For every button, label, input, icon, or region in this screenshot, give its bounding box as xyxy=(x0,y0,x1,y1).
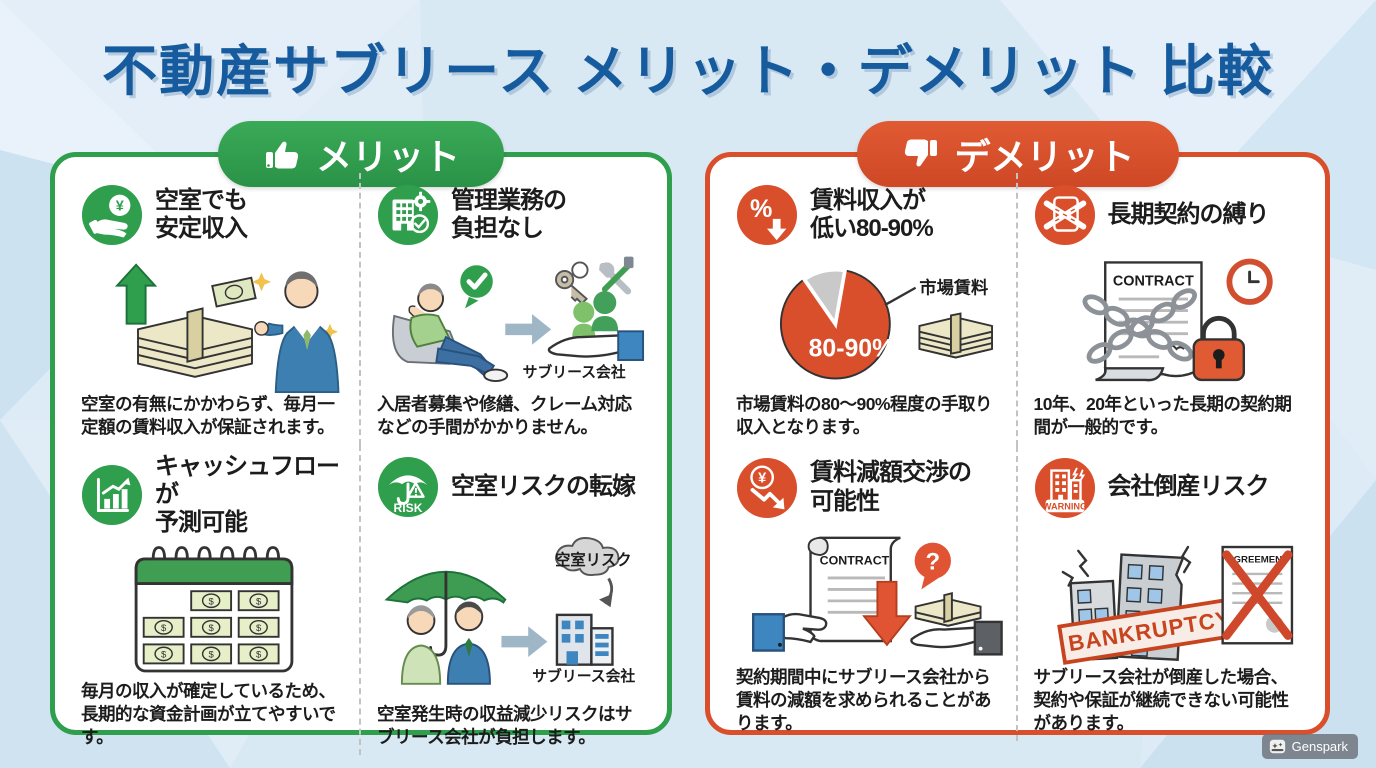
bankruptcy-illustration: BANKRUPTCY AGREEMENT xyxy=(1034,522,1304,666)
section-caption: 空室の有無にかかわらず、毎月一定額の賃料収入が保証されます。 xyxy=(81,393,335,437)
section-caption: 入居者募集や修繕、クレーム対応などの手間がかかりません。 xyxy=(377,393,632,437)
svg-text:$: $ xyxy=(256,649,262,660)
merit-panel: メリット ¥ 空室でも 安定収入 xyxy=(50,121,672,756)
section-heading: 空室リスクの転嫁 xyxy=(451,472,636,500)
section-heading: 管理業務の 負担なし xyxy=(451,186,567,242)
chained-document-illustration: CONTRACT xyxy=(1034,249,1304,393)
percent-down-icon: % xyxy=(736,184,798,246)
stable-income-illustration xyxy=(81,249,347,393)
pie-value-label: 80-90% xyxy=(809,336,895,363)
svg-text:¥: ¥ xyxy=(758,470,767,486)
market-rent-label: 市場賃料 xyxy=(919,277,988,297)
svg-text:$: $ xyxy=(209,596,215,607)
demerit-section-lower-rent: % 賃料収入が 低い80-90% 80-90% 市場賃料 xyxy=(720,173,1018,446)
contract-doc-label: CONTRACT xyxy=(1112,274,1193,290)
svg-text:%: % xyxy=(750,195,772,223)
question-bubble-label: ? xyxy=(926,548,941,575)
genspark-badge-label: Genspark xyxy=(1291,739,1348,754)
building-gear-check-icon xyxy=(377,184,439,246)
yen-decrease-icon: ¥ xyxy=(736,457,798,518)
thumbs-down-icon xyxy=(904,139,937,167)
demerit-badge-label: デメリット xyxy=(954,136,1135,177)
section-caption: サブリース会社が倒産した場合、契約や保証が継続できない可能性があります。 xyxy=(1033,666,1289,734)
sublease-company-label: サブリース会社 xyxy=(523,363,626,381)
agreement-doc-label: AGREEMENT xyxy=(1226,554,1288,565)
svg-text:$: $ xyxy=(161,623,167,634)
risk-transfer-illustration: 空室リスク サブリース会社 xyxy=(377,521,645,704)
sublease-company-label: サブリース会社 xyxy=(532,667,635,685)
merit-section-cashflow: キャッシュフローが 予測可能 $ $ $ $ $ xyxy=(65,444,361,756)
merit-badge-label: メリット xyxy=(315,136,461,177)
demerit-section-bankruptcy: WARNING 会社倒産リスク xyxy=(1018,446,1316,742)
section-caption: 空室発生時の収益減少リスクはサブリース会社が負担します。 xyxy=(377,704,633,748)
cashflow-calendar-illustration: $ $ $ $ $ $ $ $ xyxy=(81,538,347,681)
company-warning-icon: WARNING xyxy=(1034,457,1095,518)
merit-section-no-management: 管理業務の 負担なし xyxy=(361,173,657,445)
chained-contract-icon xyxy=(1034,184,1095,246)
merit-section-risk-transfer: RISK 空室リスクの転嫁 xyxy=(361,445,657,756)
svg-text:$: $ xyxy=(209,623,215,634)
genspark-logo-icon xyxy=(1269,739,1285,754)
svg-text:$: $ xyxy=(209,649,215,660)
demerit-section-rent-reduction: ¥ 賃料減額交渉の 可能性 CONTRACT xyxy=(720,445,1018,742)
svg-text:$: $ xyxy=(161,649,167,660)
demerit-panel: デメリット % 賃料収入が 低い80-90% 80-90% 市場賃料 xyxy=(705,121,1330,742)
genspark-badge[interactable]: Genspark xyxy=(1261,734,1358,759)
section-caption: 契約期間中にサブリース会社から賃料の減額を求められることがあります。 xyxy=(736,666,991,734)
svg-text:¥: ¥ xyxy=(116,199,125,215)
section-heading: 空室でも 安定収入 xyxy=(155,186,248,242)
demerit-badge: デメリット xyxy=(856,121,1179,187)
svg-text:$: $ xyxy=(256,596,262,607)
page-title: 不動産サブリース メリット・デメリット 比較 xyxy=(102,40,1274,102)
demerit-section-long-contract: 長期契約の縛り CONTRACT xyxy=(1018,173,1316,446)
umbrella-risk-icon: RISK xyxy=(377,456,439,517)
section-heading: 賃料減額交渉の 可能性 xyxy=(810,459,972,515)
growth-chart-icon xyxy=(81,465,143,526)
warning-icon-label: WARNING xyxy=(1042,501,1086,511)
section-caption: 毎月の収入が確定しているため、長期的な資金計画が立てやすいです。 xyxy=(81,681,336,748)
yen-hand-icon: ¥ xyxy=(81,184,143,246)
merit-section-stable-income: ¥ 空室でも 安定収入 xyxy=(65,173,361,445)
svg-text:$: $ xyxy=(256,623,262,634)
risk-icon-label: RISK xyxy=(394,501,423,515)
section-caption: 10年、20年といった長期の契約期間が一般的です。 xyxy=(1033,394,1292,438)
vacancy-risk-cloud-label: 空室リスク xyxy=(555,551,632,569)
section-heading: 会社倒産リスク xyxy=(1107,473,1270,501)
rent-pie-illustration: 80-90% 市場賃料 xyxy=(736,249,1004,393)
rent-negotiation-illustration: CONTRACT ? xyxy=(736,522,1004,666)
section-heading: 長期契約の縛り xyxy=(1107,200,1270,228)
no-management-illustration: サブリース会社 xyxy=(377,249,645,393)
contract-doc-label: CONTRACT xyxy=(820,553,890,567)
section-caption: 市場賃料の80〜90%程度の手取り収入となります。 xyxy=(736,394,992,438)
merit-badge: メリット xyxy=(217,121,505,187)
section-heading: 賃料収入が 低い80-90% xyxy=(810,186,934,242)
thumbs-up-icon xyxy=(265,141,299,169)
section-heading: キャッシュフローが 予測可能 xyxy=(155,452,340,537)
